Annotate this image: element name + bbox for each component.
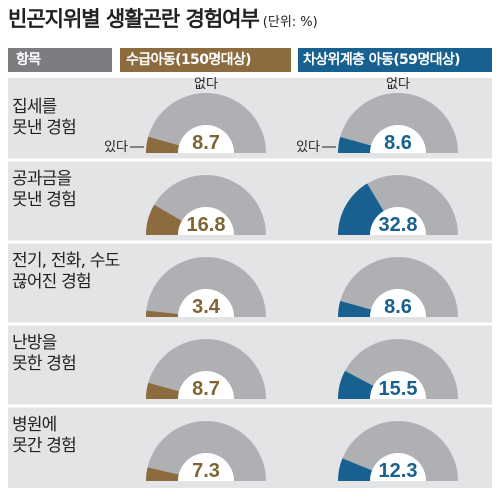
category-label: 공과금을	[12, 169, 72, 189]
legend-no-label: 없다	[194, 77, 218, 92]
category-label: 못한 경험	[12, 354, 76, 374]
category-label: 끊어진 경험	[12, 272, 91, 292]
legend-yes-label: 있다	[104, 140, 128, 155]
gauge-center	[178, 453, 234, 481]
gauge-center	[178, 125, 234, 153]
value-label: 16.8	[187, 214, 226, 236]
value-label: 15.5	[379, 378, 418, 400]
gauge-center	[178, 207, 234, 235]
gauge-track	[146, 339, 266, 399]
gauge-center	[370, 371, 426, 399]
value-label: 12.3	[379, 460, 418, 482]
gauge-center	[370, 289, 426, 317]
gauge-track	[338, 93, 458, 153]
chart-title: 빈곤지위별 생활곤란 경험여부 (단위: %)	[8, 7, 318, 31]
value-label: 8.7	[192, 132, 220, 154]
value-label: 8.7	[192, 378, 220, 400]
legend-yes-label: 있다	[296, 140, 320, 155]
category-label: 병원에	[12, 415, 57, 435]
unit-label: (단위: %)	[262, 15, 318, 30]
value-label: 8.6	[384, 132, 412, 154]
category-label: 집세를	[12, 97, 57, 117]
header-item: 항목	[8, 48, 112, 72]
value-label: 3.4	[192, 296, 221, 318]
gauge-track	[338, 421, 458, 481]
legend-no-label: 없다	[386, 77, 410, 92]
value-label: 32.8	[379, 214, 418, 236]
gauge-center	[178, 371, 234, 399]
gauge-center	[178, 289, 234, 317]
category-label: 못낸 경험	[12, 190, 76, 210]
gauge-track	[338, 257, 458, 317]
gauge-track	[146, 421, 266, 481]
category-label: 못낸 경험	[12, 118, 76, 138]
header-series-b: 차상위계층 아동(59명대상)	[298, 48, 492, 72]
gauge-center	[370, 453, 426, 481]
gauge-track	[146, 93, 266, 153]
value-label: 7.3	[192, 460, 220, 482]
gauge-track	[146, 257, 266, 317]
category-label: 난방을	[12, 333, 57, 353]
category-label: 전기, 전화, 수도	[12, 251, 120, 271]
header-series-a: 수급아동(150명대상)	[120, 48, 291, 72]
value-label: 8.6	[384, 296, 412, 318]
category-label: 못간 경험	[12, 436, 76, 456]
gauge-center	[370, 125, 426, 153]
gauge-center	[370, 207, 426, 235]
